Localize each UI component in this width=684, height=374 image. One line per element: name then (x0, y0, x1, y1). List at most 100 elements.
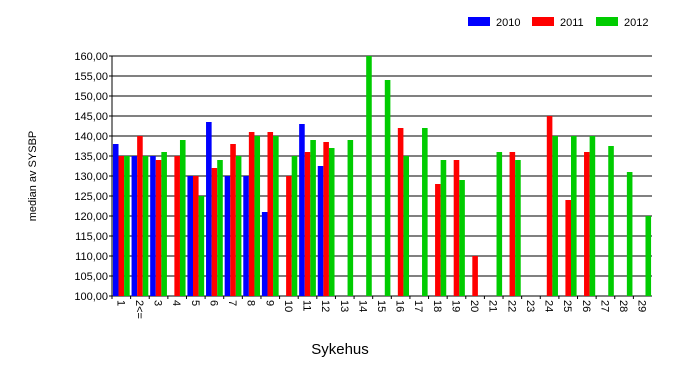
bar (137, 136, 143, 296)
bar (118, 156, 125, 296)
bar (571, 136, 577, 296)
bar (453, 160, 460, 296)
y-tick-label: 130,00 (74, 171, 108, 183)
bar (248, 132, 255, 296)
bar (584, 152, 590, 296)
x-tick-label: 24 (543, 300, 555, 312)
bar (304, 152, 311, 296)
bar (142, 156, 149, 296)
bar (323, 142, 329, 296)
bar (589, 136, 596, 296)
y-tick-label: 105,00 (74, 271, 108, 283)
bar (546, 116, 553, 296)
bar (509, 152, 516, 296)
x-tick-label: 22 (505, 300, 517, 312)
x-axis-label: Sykehus (311, 341, 369, 358)
bar (515, 160, 521, 296)
bar (206, 122, 212, 296)
x-tick-label: 8 (245, 300, 257, 306)
y-tick-label: 120,00 (74, 211, 108, 223)
x-tick-label: 28 (617, 300, 629, 312)
x-tick-label: 5 (189, 300, 201, 306)
bar (235, 156, 242, 296)
bar (435, 184, 441, 296)
x-tick-label: 14 (356, 300, 368, 312)
x-tick-label: 20 (468, 300, 480, 312)
x-tick-label: 10 (282, 300, 294, 312)
y-tick-label: 115,00 (75, 231, 108, 243)
x-tick-label: 19 (449, 300, 461, 312)
y-tick-label: 150,00 (74, 91, 108, 103)
legend-swatch (596, 17, 618, 26)
x-tick-label: 17 (412, 300, 424, 312)
bar (131, 156, 138, 296)
bar (403, 156, 409, 296)
y-tick-label: 110,00 (75, 251, 108, 263)
x-tick-label: 13 (338, 300, 350, 312)
x-tick-label: 27 (598, 300, 610, 312)
x-tick-label: 18 (431, 300, 443, 312)
bar (317, 166, 324, 296)
x-tick-label: 12 (319, 300, 331, 312)
bar (224, 176, 231, 296)
bar (440, 160, 447, 296)
bar (273, 136, 279, 296)
bar (112, 144, 119, 296)
x-tick-label: 29 (636, 300, 648, 312)
bar (366, 56, 372, 296)
bar (161, 152, 167, 296)
bar (328, 148, 335, 296)
y-tick-label: 160,00 (74, 51, 108, 63)
bar (422, 128, 428, 296)
bar (230, 144, 236, 296)
y-tick-label: 155,00 (74, 71, 108, 83)
x-tick-label: 26 (580, 300, 592, 312)
bar (243, 176, 249, 296)
bar (217, 160, 223, 296)
y-tick-label: 140,00 (74, 131, 108, 143)
bar (291, 156, 298, 296)
bar (299, 124, 305, 296)
legend-label: 2012 (624, 17, 648, 29)
y-tick-label: 145,00 (74, 111, 108, 123)
x-tick-label: 9 (263, 300, 275, 306)
bar (626, 172, 633, 296)
bar (347, 140, 354, 296)
x-tick-label: 23 (524, 300, 536, 312)
y-axis-label: median av SYSBP (27, 131, 39, 222)
legend-label: 2011 (560, 17, 584, 29)
bar (565, 200, 571, 296)
bar (254, 136, 261, 296)
bar (397, 128, 404, 296)
bar (198, 196, 205, 296)
bar (286, 176, 292, 296)
bar (459, 180, 465, 296)
x-tick-label: 6 (207, 300, 219, 306)
bar (179, 140, 186, 296)
bar (211, 168, 218, 296)
bar (472, 256, 478, 296)
x-tick-label: 4 (170, 300, 182, 306)
x-tick-label: 2<= (133, 300, 145, 319)
bar (155, 160, 162, 296)
bar (267, 132, 274, 296)
x-tick-label: 11 (301, 300, 313, 311)
legend-swatch (532, 17, 554, 26)
bar (261, 212, 268, 296)
bar (552, 136, 558, 296)
bar (174, 156, 180, 296)
y-tick-label: 100,00 (74, 291, 108, 303)
bar (384, 80, 391, 296)
x-tick-label: 21 (487, 300, 499, 312)
bar (310, 140, 316, 296)
x-tick-label: 16 (394, 300, 406, 312)
x-tick-label: 25 (561, 300, 573, 312)
legend-swatch (468, 17, 490, 26)
x-tick-label: 7 (226, 300, 238, 306)
x-tick-label: 1 (114, 300, 126, 306)
y-tick-label: 135,00 (74, 151, 108, 163)
y-tick-label: 125,00 (74, 191, 108, 203)
bar (124, 156, 130, 296)
bar (496, 152, 503, 296)
